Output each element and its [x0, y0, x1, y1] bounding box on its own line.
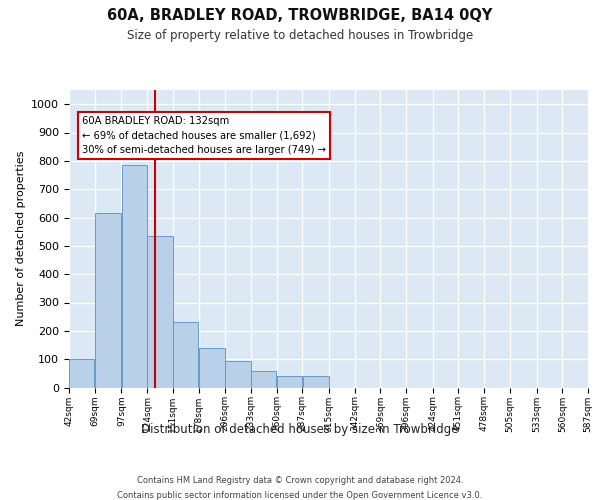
Text: Contains public sector information licensed under the Open Government Licence v3: Contains public sector information licen… — [118, 491, 482, 500]
Bar — [251, 370, 277, 388]
Bar — [302, 376, 329, 388]
Bar — [173, 322, 198, 388]
Text: Contains HM Land Registry data © Crown copyright and database right 2024.: Contains HM Land Registry data © Crown c… — [137, 476, 463, 485]
Text: Distribution of detached houses by size in Trowbridge: Distribution of detached houses by size … — [141, 422, 459, 436]
Text: Size of property relative to detached houses in Trowbridge: Size of property relative to detached ho… — [127, 29, 473, 42]
Y-axis label: Number of detached properties: Number of detached properties — [16, 151, 26, 326]
Text: 60A, BRADLEY ROAD, TROWBRIDGE, BA14 0QY: 60A, BRADLEY ROAD, TROWBRIDGE, BA14 0QY — [107, 8, 493, 22]
Bar — [226, 360, 251, 388]
Bar — [122, 165, 147, 388]
Text: 60A BRADLEY ROAD: 132sqm
← 69% of detached houses are smaller (1,692)
30% of sem: 60A BRADLEY ROAD: 132sqm ← 69% of detach… — [82, 116, 326, 155]
Bar — [95, 213, 121, 388]
Bar — [199, 348, 225, 388]
Bar — [277, 376, 302, 388]
Bar — [148, 236, 173, 388]
Bar — [69, 359, 94, 388]
